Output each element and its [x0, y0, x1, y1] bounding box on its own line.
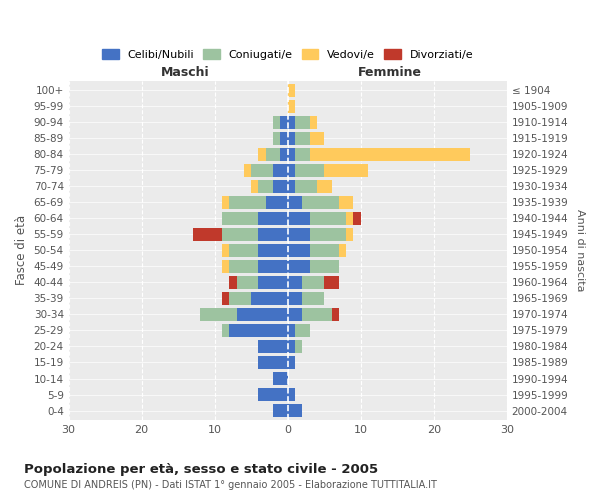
Bar	[259, 228, 287, 241]
Bar	[339, 196, 353, 209]
Text: Femmine: Femmine	[358, 66, 422, 79]
Y-axis label: Fasce di età: Fasce di età	[15, 216, 28, 286]
Bar	[287, 308, 302, 321]
Bar	[229, 276, 236, 289]
Bar	[317, 180, 331, 192]
Bar	[222, 196, 229, 209]
Bar	[287, 196, 302, 209]
Bar	[229, 260, 259, 273]
Bar	[259, 212, 287, 225]
Bar	[287, 228, 310, 241]
Bar	[287, 148, 295, 160]
Bar	[259, 356, 287, 369]
Bar	[310, 212, 346, 225]
Bar	[287, 404, 302, 417]
Bar	[295, 324, 310, 337]
Bar	[193, 228, 222, 241]
Bar	[259, 340, 287, 353]
Bar	[222, 228, 259, 241]
Bar	[287, 100, 295, 112]
Bar	[266, 196, 287, 209]
Bar	[339, 244, 346, 257]
Bar	[280, 132, 287, 144]
Bar	[229, 244, 259, 257]
Bar	[273, 180, 287, 192]
Bar	[310, 148, 470, 160]
Bar	[324, 164, 368, 176]
Bar	[295, 164, 324, 176]
Bar	[251, 180, 259, 192]
Bar	[251, 292, 287, 305]
Bar	[229, 324, 287, 337]
Bar	[310, 244, 339, 257]
Bar	[251, 164, 273, 176]
Bar	[287, 116, 295, 128]
Bar	[266, 148, 280, 160]
Bar	[259, 180, 273, 192]
Legend: Celibi/Nubili, Coniugati/e, Vedovi/e, Divorziati/e: Celibi/Nubili, Coniugati/e, Vedovi/e, Di…	[99, 46, 476, 63]
Bar	[229, 196, 266, 209]
Bar	[244, 164, 251, 176]
Bar	[287, 260, 310, 273]
Text: Maschi: Maschi	[161, 66, 210, 79]
Bar	[295, 116, 310, 128]
Bar	[273, 404, 287, 417]
Bar	[346, 212, 353, 225]
Bar	[295, 340, 302, 353]
Bar	[259, 148, 266, 160]
Bar	[287, 340, 295, 353]
Bar	[287, 180, 295, 192]
Bar	[287, 244, 310, 257]
Bar	[259, 276, 287, 289]
Bar	[259, 244, 287, 257]
Y-axis label: Anni di nascita: Anni di nascita	[575, 209, 585, 292]
Bar	[302, 196, 339, 209]
Bar	[273, 164, 287, 176]
Bar	[295, 148, 310, 160]
Bar	[222, 260, 229, 273]
Bar	[287, 164, 295, 176]
Bar	[273, 372, 287, 385]
Bar	[310, 116, 317, 128]
Bar	[302, 276, 324, 289]
Bar	[222, 244, 229, 257]
Bar	[273, 132, 280, 144]
Bar	[287, 84, 295, 96]
Bar	[222, 324, 229, 337]
Bar	[324, 276, 339, 289]
Bar	[200, 308, 236, 321]
Bar	[287, 356, 295, 369]
Bar	[310, 260, 339, 273]
Bar	[222, 292, 229, 305]
Bar	[310, 228, 346, 241]
Bar	[302, 308, 331, 321]
Bar	[331, 308, 339, 321]
Bar	[295, 180, 317, 192]
Text: Popolazione per età, sesso e stato civile - 2005: Popolazione per età, sesso e stato civil…	[24, 462, 378, 475]
Bar	[280, 148, 287, 160]
Bar	[287, 132, 295, 144]
Bar	[310, 132, 324, 144]
Bar	[259, 388, 287, 401]
Bar	[280, 116, 287, 128]
Bar	[287, 324, 295, 337]
Bar	[229, 292, 251, 305]
Bar	[273, 116, 280, 128]
Bar	[346, 228, 353, 241]
Bar	[259, 260, 287, 273]
Bar	[287, 276, 302, 289]
Bar	[302, 292, 324, 305]
Bar	[222, 212, 259, 225]
Bar	[236, 276, 259, 289]
Bar	[353, 212, 361, 225]
Bar	[236, 308, 287, 321]
Text: COMUNE DI ANDREIS (PN) - Dati ISTAT 1° gennaio 2005 - Elaborazione TUTTITALIA.IT: COMUNE DI ANDREIS (PN) - Dati ISTAT 1° g…	[24, 480, 437, 490]
Bar	[295, 132, 310, 144]
Bar	[287, 212, 310, 225]
Bar	[287, 292, 302, 305]
Bar	[287, 388, 295, 401]
